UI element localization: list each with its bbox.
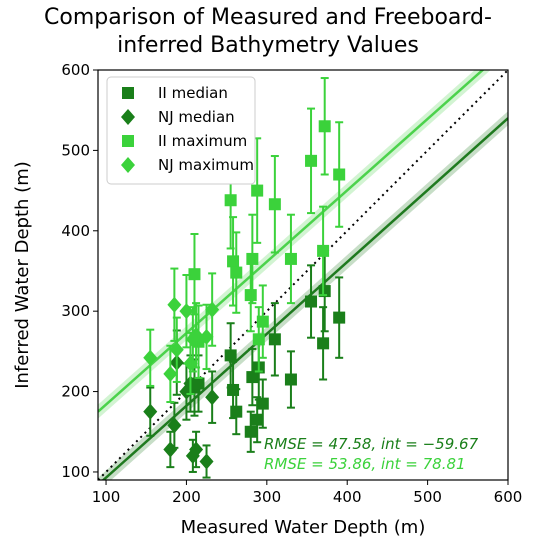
data-point [318, 120, 331, 133]
data-point [305, 295, 318, 308]
data-point [143, 349, 158, 366]
fit-line-median [101, 117, 508, 480]
x-tick-label: 300 [253, 488, 282, 506]
data-point [143, 403, 158, 420]
y-axis-label: Inferred Water Depth (m) [12, 161, 33, 389]
one-to-one-line [98, 70, 508, 480]
legend-box [106, 76, 256, 185]
legend-label: NJ maximum [158, 156, 254, 174]
chart-title-line-2: inferred Bathymetry Values [117, 33, 419, 58]
data-point [230, 266, 243, 279]
legend-marker [122, 135, 134, 147]
data-point [246, 252, 259, 265]
series-ii-median [188, 249, 346, 453]
data-point [230, 405, 243, 418]
legend-marker [121, 157, 135, 173]
legend-item: II median [122, 84, 228, 102]
series-nj-maximum [143, 267, 220, 404]
data-point [189, 441, 204, 458]
fit-annotation: RMSE = 53.86, int = 78.81 [264, 455, 466, 473]
x-tick-label: 200 [172, 488, 201, 506]
data-point [251, 413, 264, 426]
data-point [333, 311, 346, 324]
data-point [179, 303, 194, 320]
x-axis-label: Measured Water Depth (m) [181, 517, 426, 538]
data-point [167, 417, 182, 434]
legend-label: II maximum [158, 132, 247, 150]
chart-title: Comparison of Measured and Freeboard- in… [0, 4, 536, 60]
data-point [317, 337, 330, 350]
data-point [256, 315, 269, 328]
x-tick-label: 100 [92, 488, 121, 506]
legend-label: II median [158, 84, 228, 102]
data-point [268, 198, 281, 211]
data-point [224, 194, 237, 207]
data-point [305, 154, 318, 167]
y-tick-label: 400 [61, 222, 90, 240]
fit-annotation: RMSE = 47.58, int = −59.67 [264, 435, 479, 453]
data-point [205, 301, 220, 318]
data-point [188, 268, 201, 281]
data-point [192, 377, 205, 390]
data-point [224, 349, 237, 362]
x-tick-label: 600 [494, 488, 523, 506]
plot-frame [97, 69, 509, 481]
data-point [284, 252, 297, 265]
x-tick-label: 400 [333, 488, 362, 506]
legend-marker [122, 87, 134, 99]
data-point [163, 365, 178, 382]
data-point [252, 333, 265, 346]
data-point [227, 255, 240, 268]
data-point [333, 168, 346, 181]
data-point [205, 389, 220, 406]
chart-title-line-1: Comparison of Measured and Freeboard- [44, 5, 492, 30]
legend-item: NJ median [121, 108, 235, 126]
y-tick-label: 500 [61, 141, 90, 159]
data-point [199, 328, 214, 345]
legend-marker [121, 109, 135, 125]
y-tick-label: 200 [61, 383, 90, 401]
y-tick-label: 100 [61, 463, 90, 481]
data-point [284, 373, 297, 386]
data-point [268, 333, 281, 346]
y-tick-label: 600 [61, 61, 90, 79]
y-tick-label: 300 [61, 302, 90, 320]
legend-item: NJ maximum [121, 156, 254, 174]
data-point [317, 244, 330, 257]
legend-item: II maximum [122, 132, 247, 150]
x-tick-label: 500 [413, 488, 442, 506]
data-point [251, 184, 264, 197]
legend-label: NJ median [158, 108, 235, 126]
data-point [318, 285, 331, 298]
data-point [199, 453, 214, 470]
plot-area [98, 70, 508, 480]
data-point [167, 296, 182, 313]
data-point [244, 289, 257, 302]
data-point [189, 327, 204, 344]
data-point [246, 371, 259, 384]
data-point [256, 397, 269, 410]
legend: II median NJ median II maximum NJ maximum [106, 76, 256, 185]
data-point [169, 341, 184, 358]
data-point [244, 425, 257, 438]
fit-line-maximum [98, 70, 485, 413]
